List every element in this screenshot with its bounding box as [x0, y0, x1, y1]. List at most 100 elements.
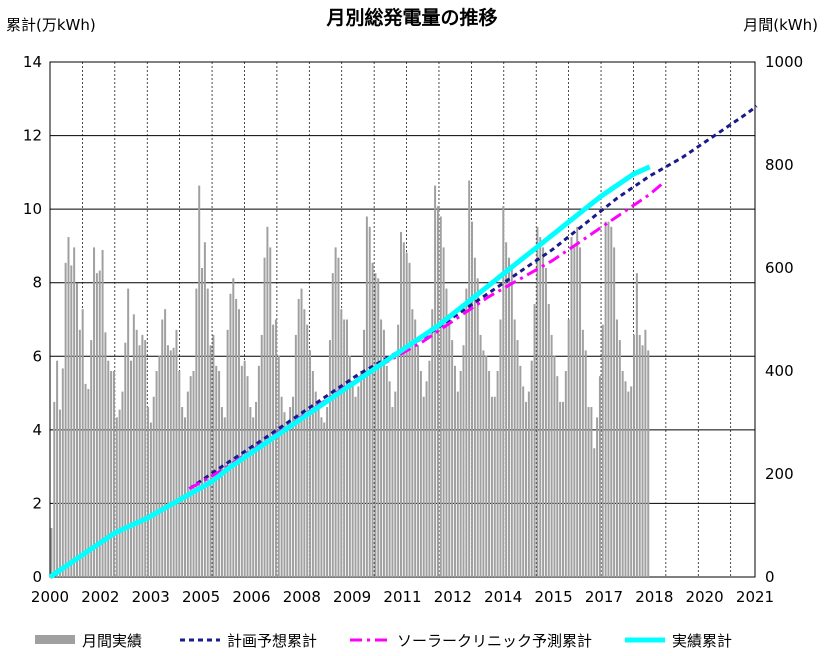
monthly-bar: [445, 288, 448, 577]
x-tick-label: 2021: [736, 588, 774, 606]
monthly-bar: [533, 304, 536, 577]
monthly-bar: [408, 262, 411, 577]
x-tick-label: 2014: [484, 588, 522, 606]
monthly-bar: [587, 407, 590, 577]
monthly-bar: [166, 345, 169, 577]
y-left-tick-label: 8: [32, 274, 42, 292]
monthly-bar: [405, 252, 408, 578]
legend-label: 実績累計: [672, 632, 732, 650]
monthly-bar: [530, 360, 533, 577]
monthly-bar: [178, 371, 181, 577]
monthly-bar: [465, 288, 468, 577]
x-tick-label: 2009: [333, 588, 371, 606]
monthly-bar: [280, 396, 283, 577]
monthly-bar: [144, 340, 147, 577]
monthly-bar: [516, 340, 519, 577]
monthly-bar: [584, 350, 587, 577]
monthly-bar: [255, 401, 258, 577]
monthly-bar: [343, 319, 346, 577]
monthly-bar: [613, 247, 616, 577]
monthly-bar: [337, 257, 340, 577]
monthly-bar: [269, 247, 272, 577]
monthly-bar: [453, 365, 456, 577]
monthly-bar: [229, 293, 232, 577]
monthly-bar: [124, 342, 127, 577]
monthly-bar: [206, 288, 209, 577]
monthly-bar: [118, 409, 121, 577]
monthly-bar: [550, 334, 553, 577]
monthly-bar: [87, 389, 90, 577]
monthly-bar: [272, 324, 275, 577]
monthly-bar: [237, 309, 240, 577]
monthly-bar: [621, 371, 624, 577]
monthly-bar: [417, 345, 420, 577]
monthly-bar: [323, 422, 326, 577]
monthly-bar: [502, 206, 505, 577]
series-line-計画予想累計: [188, 104, 758, 490]
monthly-bar: [64, 262, 67, 577]
legend-label: ソーラークリニック予測累計: [397, 632, 592, 650]
monthly-bar: [519, 365, 522, 577]
monthly-bar: [277, 355, 280, 577]
monthly-bar: [456, 391, 459, 577]
monthly-bar: [624, 381, 627, 577]
monthly-bar: [172, 347, 175, 577]
x-tick-label: 2006: [232, 588, 270, 606]
monthly-bar: [274, 319, 277, 577]
monthly-bar: [130, 360, 132, 577]
monthly-bar: [468, 180, 471, 577]
monthly-bar: [309, 350, 312, 577]
monthly-bar: [522, 386, 525, 577]
monthly-bar: [397, 324, 400, 577]
monthly-bar: [141, 334, 144, 577]
monthly-bar: [300, 288, 303, 577]
monthly-bar: [50, 528, 53, 577]
y-left-tick-label: 4: [32, 421, 42, 439]
monthly-bar: [590, 407, 593, 577]
monthly-bar: [198, 185, 201, 577]
y-right-tick-label: 1000: [765, 53, 803, 71]
monthly-bar: [201, 268, 204, 577]
monthly-bar: [164, 309, 167, 577]
monthly-bar: [527, 391, 530, 577]
monthly-bar: [485, 355, 488, 577]
monthly-bar: [607, 221, 610, 577]
monthly-bar: [579, 247, 582, 577]
monthly-bar: [499, 319, 502, 577]
y-left-axis-title: 累計(万kWh): [6, 16, 96, 34]
legend-item: 実績累計: [625, 632, 732, 650]
chart-title: 月別総発電量の推移: [325, 6, 497, 29]
monthly-bar: [411, 309, 414, 577]
monthly-bar: [536, 226, 539, 578]
monthly-bar: [365, 216, 368, 577]
y-left-tick-label: 0: [32, 568, 42, 586]
monthly-bar: [644, 329, 647, 577]
monthly-bar: [291, 396, 294, 577]
monthly-bar: [567, 319, 570, 577]
monthly-bar: [138, 345, 141, 577]
y-left-tick-label: 2: [32, 494, 42, 512]
monthly-bar: [61, 368, 64, 577]
monthly-bar: [570, 237, 573, 577]
monthly-bar: [581, 329, 584, 577]
x-tick-label: 2020: [686, 588, 724, 606]
legend-swatch: [35, 635, 75, 644]
monthly-bar: [479, 334, 482, 577]
monthly-bar: [476, 278, 479, 577]
monthly-bar: [90, 340, 93, 577]
monthly-bar: [633, 334, 636, 577]
monthly-bar: [434, 185, 437, 577]
monthly-bar: [539, 237, 542, 577]
monthly-bar: [283, 412, 286, 577]
monthly-bar: [414, 319, 417, 577]
monthly-bar: [573, 247, 576, 577]
y-right-tick-label: 400: [765, 362, 794, 380]
monthly-bar: [425, 381, 428, 577]
monthly-bar: [212, 334, 215, 577]
monthly-bar: [436, 206, 439, 577]
monthly-bar: [544, 268, 547, 577]
monthly-bar: [360, 371, 363, 577]
monthly-bar: [488, 371, 491, 577]
monthly-bar: [635, 273, 638, 577]
monthly-bar: [294, 334, 297, 577]
